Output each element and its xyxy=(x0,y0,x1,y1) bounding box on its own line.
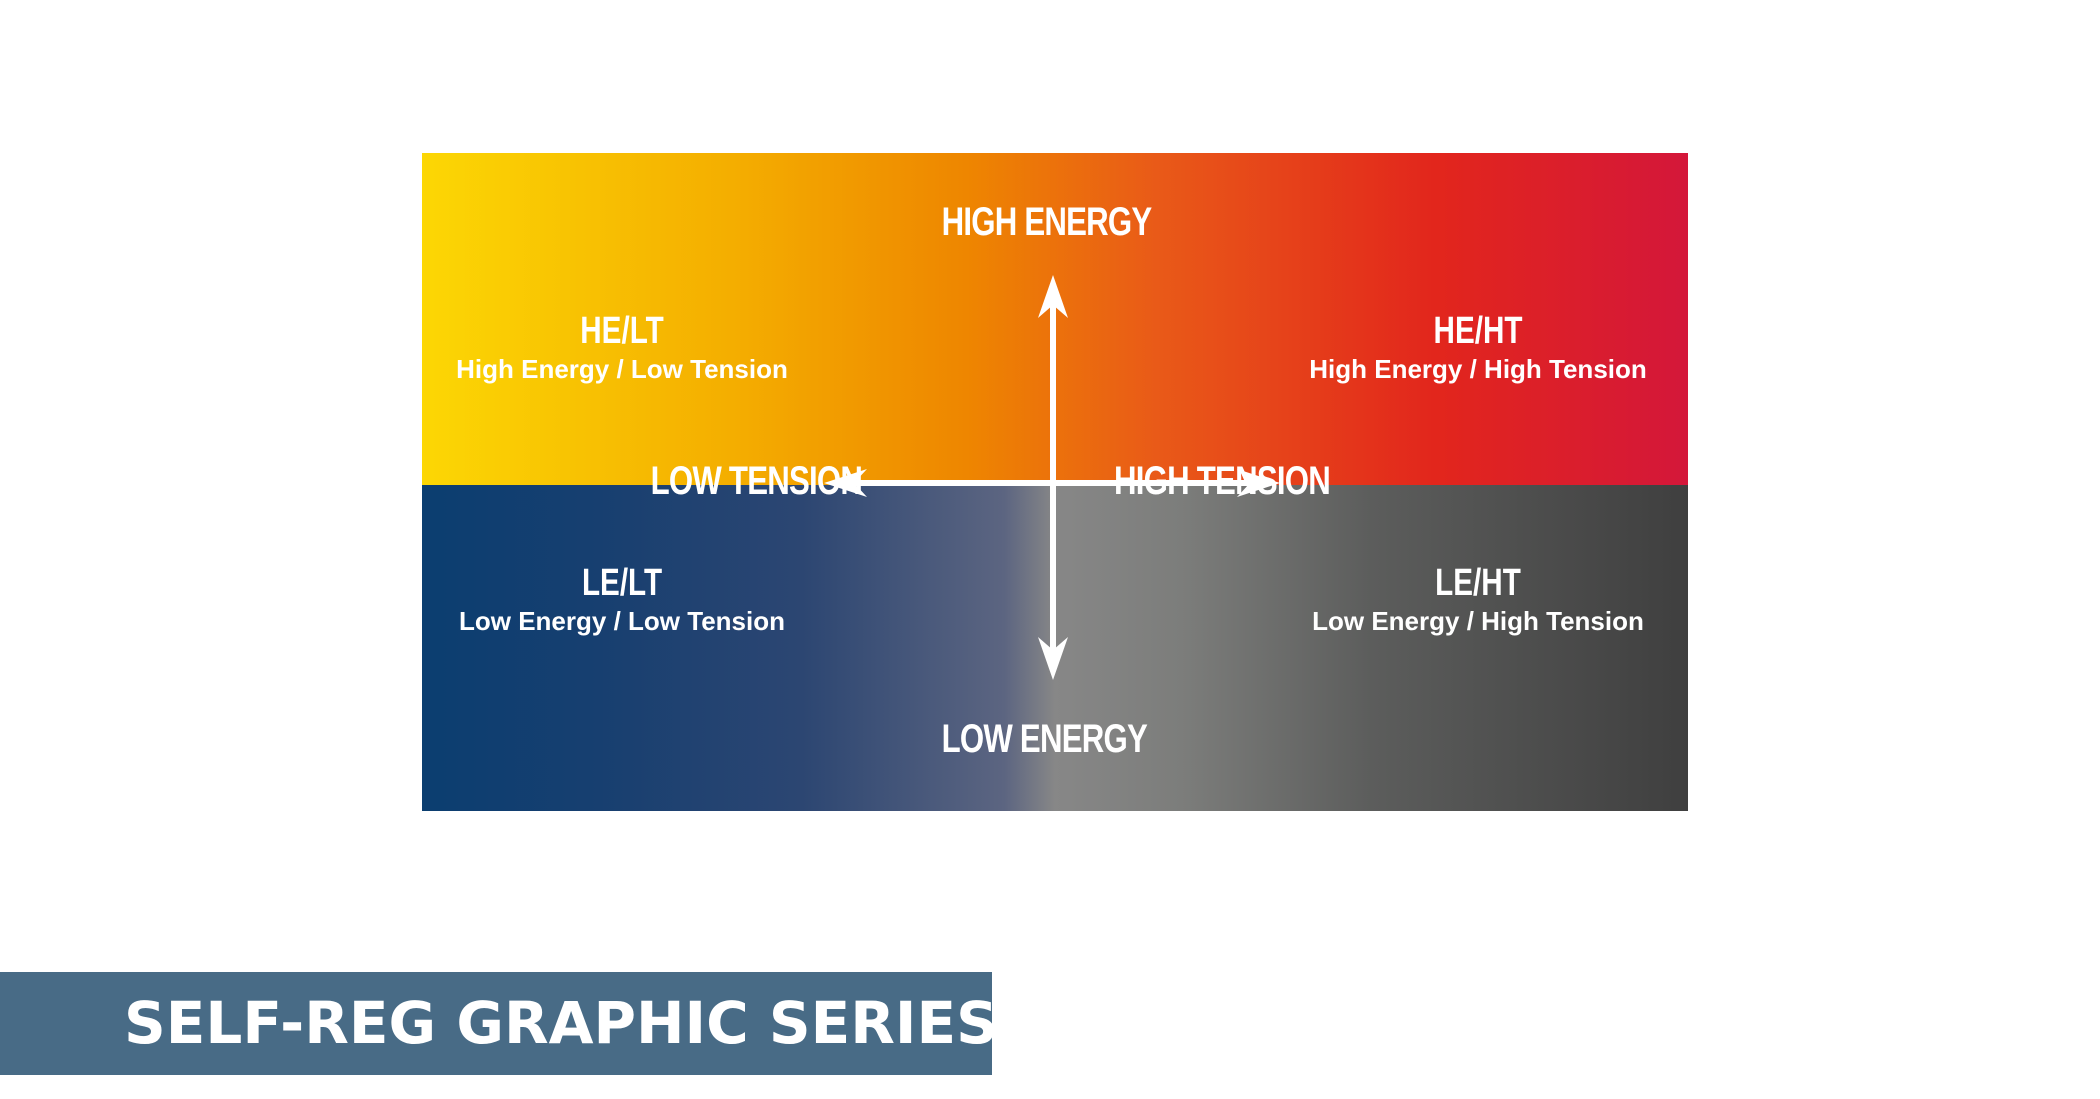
quadrant-desc-le-lt: Low Energy / Low Tension xyxy=(459,606,785,636)
quadrant-code-he-lt: HE/LT xyxy=(580,310,664,352)
arrow-up-icon xyxy=(1038,275,1068,318)
quadrant-desc-he-lt: High Energy / Low Tension xyxy=(456,354,788,384)
quadrant-code-le-ht: LE/HT xyxy=(1435,562,1521,604)
quadrant-desc-le-ht: Low Energy / High Tension xyxy=(1312,606,1644,636)
arrow-right-icon xyxy=(1237,469,1280,497)
arrow-down-icon xyxy=(1038,637,1068,680)
axis-label-low-tension: LOW TENSION xyxy=(650,459,863,503)
axis-arrows xyxy=(824,275,1280,680)
series-banner: SELF-REG GRAPHIC SERIES xyxy=(0,972,998,1075)
quadrant-code-le-lt: LE/LT xyxy=(581,562,663,604)
arrow-left-icon xyxy=(824,469,867,497)
axis-label-high-energy: HIGH ENERGY xyxy=(941,200,1153,244)
series-banner-title: SELF-REG GRAPHIC SERIES xyxy=(124,989,998,1057)
energy-tension-diagram: HIGH ENERGY LOW ENERGY LOW TENSION HIGH … xyxy=(422,153,1688,811)
axis-label-high-tension: HIGH TENSION xyxy=(1114,459,1331,503)
axis-label-low-energy: LOW ENERGY xyxy=(941,717,1148,761)
quadrant-desc-he-ht: High Energy / High Tension xyxy=(1309,354,1647,384)
quadrant-code-he-ht: HE/HT xyxy=(1433,310,1523,352)
